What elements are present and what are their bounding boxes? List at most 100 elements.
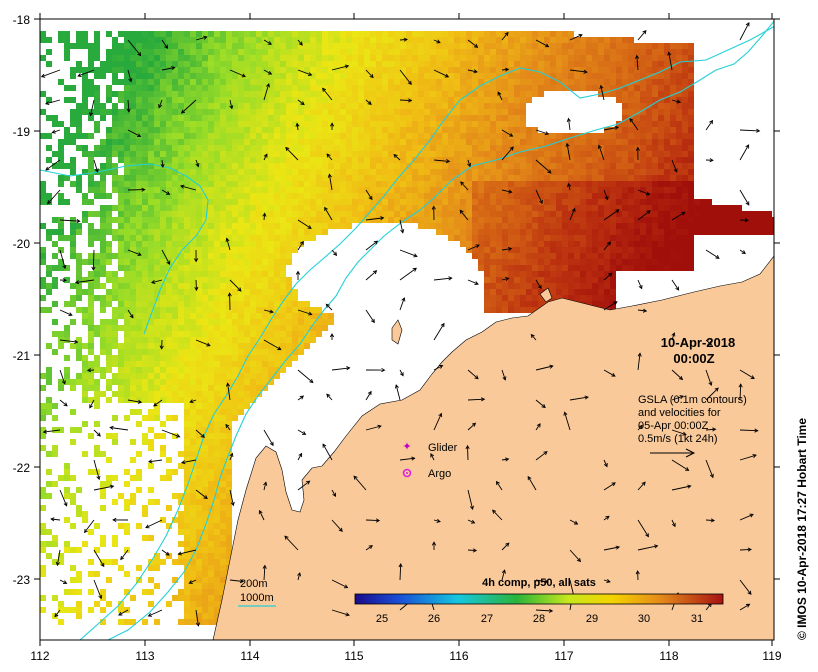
sst-pixel	[82, 313, 88, 319]
sst-pixel	[226, 181, 232, 187]
sst-pixel	[208, 511, 214, 517]
sst-pixel	[274, 205, 280, 211]
sst-pixel	[166, 277, 172, 283]
sst-pixel	[628, 253, 634, 259]
sst-pixel	[112, 253, 118, 259]
sst-pixel	[292, 343, 298, 349]
sst-pixel	[484, 187, 490, 193]
sst-pixel	[70, 223, 76, 229]
sst-pixel	[184, 349, 190, 355]
sst-pixel	[322, 73, 328, 79]
sst-pixel	[130, 307, 136, 313]
sst-pixel	[544, 211, 550, 217]
sst-pixel	[232, 31, 238, 37]
sst-pixel	[460, 241, 466, 247]
sst-pixel	[268, 109, 274, 115]
sst-pixel	[280, 31, 286, 37]
sst-pixel	[604, 277, 610, 283]
sst-pixel	[148, 127, 154, 133]
sst-pixel	[334, 31, 340, 37]
sst-pixel	[70, 169, 76, 175]
sst-pixel	[124, 139, 130, 145]
sst-pixel	[496, 277, 502, 283]
sst-pixel	[298, 61, 304, 67]
sst-pixel	[466, 241, 472, 247]
sst-pixel	[340, 67, 346, 73]
sst-pixel	[190, 385, 196, 391]
sst-pixel	[148, 445, 154, 451]
sst-pixel	[190, 193, 196, 199]
sst-pixel	[580, 271, 586, 277]
sst-pixel	[364, 163, 370, 169]
sst-pixel	[484, 199, 490, 205]
sst-pixel	[118, 31, 124, 37]
sst-pixel	[106, 55, 112, 61]
sst-pixel	[412, 103, 418, 109]
sst-pixel	[88, 349, 94, 355]
sst-pixel	[460, 61, 466, 67]
sst-pixel	[322, 187, 328, 193]
sst-pixel	[580, 151, 586, 157]
sst-pixel	[82, 517, 88, 523]
sst-pixel	[304, 49, 310, 55]
sst-pixel	[184, 619, 190, 625]
sst-pixel	[388, 79, 394, 85]
sst-pixel	[250, 331, 256, 337]
sst-pixel	[268, 73, 274, 79]
sst-pixel	[262, 151, 268, 157]
sst-pixel	[250, 319, 256, 325]
sst-pixel	[376, 133, 382, 139]
sst-pixel	[154, 205, 160, 211]
sst-pixel	[70, 157, 76, 163]
sst-pixel	[514, 133, 520, 139]
sst-pixel	[226, 49, 232, 55]
sst-pixel	[442, 199, 448, 205]
sst-pixel	[88, 397, 94, 403]
sst-pixel	[304, 121, 310, 127]
sst-pixel	[208, 361, 214, 367]
sst-pixel	[556, 247, 562, 253]
sst-pixel	[148, 499, 154, 505]
sst-pixel	[292, 109, 298, 115]
sst-pixel	[646, 121, 652, 127]
sst-pixel	[316, 331, 322, 337]
sst-pixel	[226, 283, 232, 289]
sst-pixel	[574, 229, 580, 235]
sst-pixel	[316, 325, 322, 331]
sst-pixel	[508, 151, 514, 157]
sst-pixel	[562, 175, 568, 181]
sst-pixel	[514, 193, 520, 199]
sst-pixel	[550, 133, 556, 139]
sst-pixel	[514, 187, 520, 193]
sst-pixel	[514, 163, 520, 169]
sst-pixel	[604, 43, 610, 49]
sst-pixel	[514, 217, 520, 223]
sst-pixel	[94, 295, 100, 301]
sst-pixel	[88, 169, 94, 175]
sst-pixel	[238, 145, 244, 151]
sst-pixel	[136, 565, 142, 571]
sst-pixel	[118, 91, 124, 97]
sst-pixel	[364, 193, 370, 199]
sst-pixel	[88, 55, 94, 61]
sst-pixel	[376, 67, 382, 73]
sst-pixel	[196, 85, 202, 91]
sst-pixel	[376, 175, 382, 181]
sst-pixel	[100, 163, 106, 169]
sst-pixel	[622, 79, 628, 85]
sst-pixel	[190, 79, 196, 85]
sst-pixel	[160, 79, 166, 85]
sst-pixel	[184, 61, 190, 67]
sst-pixel	[532, 259, 538, 265]
sst-pixel	[274, 61, 280, 67]
sst-pixel	[46, 145, 52, 151]
sst-pixel	[130, 217, 136, 223]
sst-pixel	[250, 193, 256, 199]
sst-pixel	[154, 169, 160, 175]
sst-pixel	[232, 283, 238, 289]
sst-pixel	[322, 61, 328, 67]
sst-pixel	[148, 109, 154, 115]
sst-pixel	[214, 517, 220, 523]
sst-pixel	[124, 289, 130, 295]
sst-pixel	[220, 211, 226, 217]
